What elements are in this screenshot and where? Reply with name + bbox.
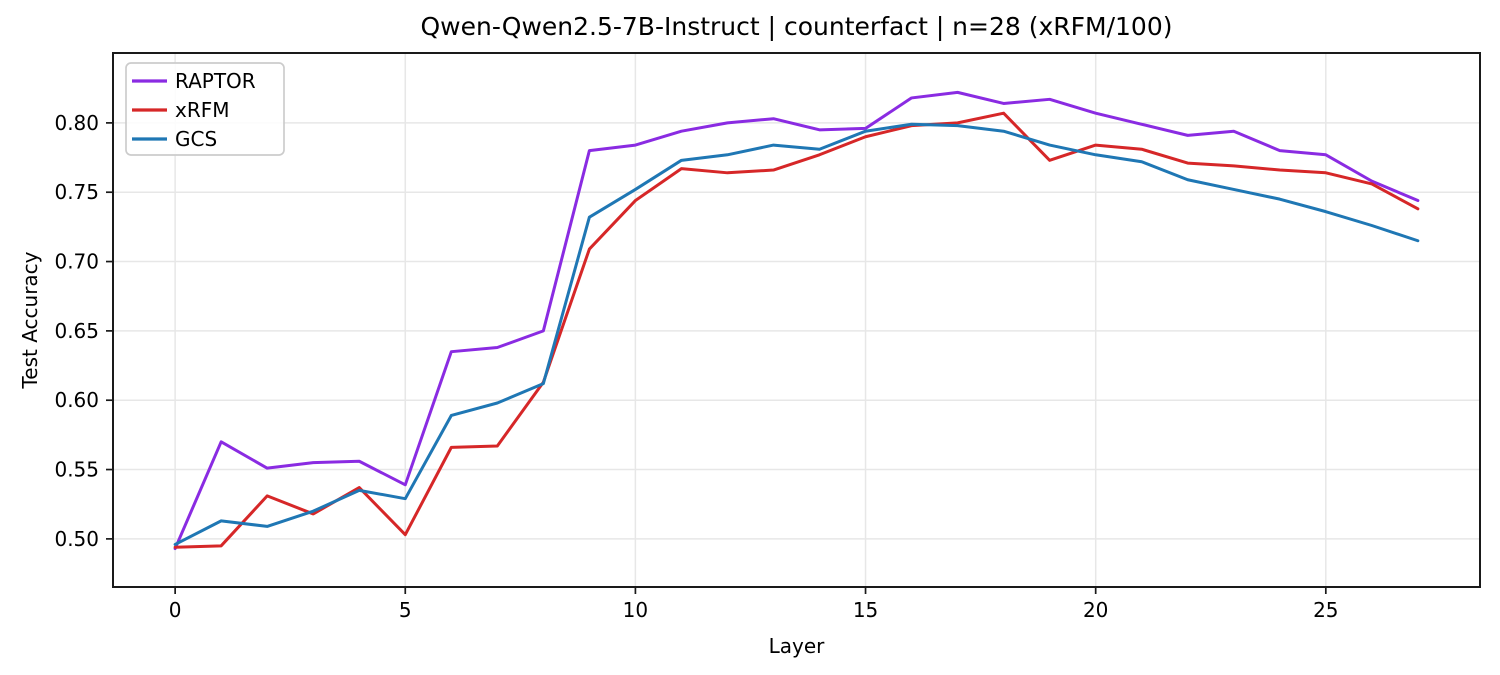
x-tick-label: 0 (169, 598, 182, 622)
x-tick-label: 15 (853, 598, 878, 622)
x-tick-label: 25 (1313, 598, 1338, 622)
y-tick-label: 0.60 (54, 388, 99, 412)
y-tick-label: 0.65 (54, 319, 99, 343)
y-tick-label: 0.70 (54, 250, 99, 274)
y-tick-label: 0.55 (54, 458, 99, 482)
legend-label-xRFM: xRFM (175, 98, 230, 122)
y-tick-label: 0.50 (54, 527, 99, 551)
x-axis-label: Layer (768, 634, 825, 658)
y-axis-label: Test Accuracy (18, 251, 42, 389)
legend-box (125, 62, 285, 156)
series-line-xRFM (173, 111, 1420, 549)
legend-label-RAPTOR: RAPTOR (175, 69, 256, 93)
x-tick-label: 5 (399, 598, 412, 622)
chart-title: Qwen-Qwen2.5-7B-Instruct | counterfact |… (420, 12, 1173, 41)
plot-border (112, 52, 1481, 588)
x-tick-label: 20 (1083, 598, 1108, 622)
y-tick-label: 0.80 (54, 111, 99, 135)
series-line-RAPTOR (173, 90, 1420, 551)
legend-label-GCS: GCS (175, 127, 217, 151)
series-line-GCS (173, 122, 1420, 546)
y-tick-label: 0.75 (54, 180, 99, 204)
x-tick-label: 10 (623, 598, 648, 622)
